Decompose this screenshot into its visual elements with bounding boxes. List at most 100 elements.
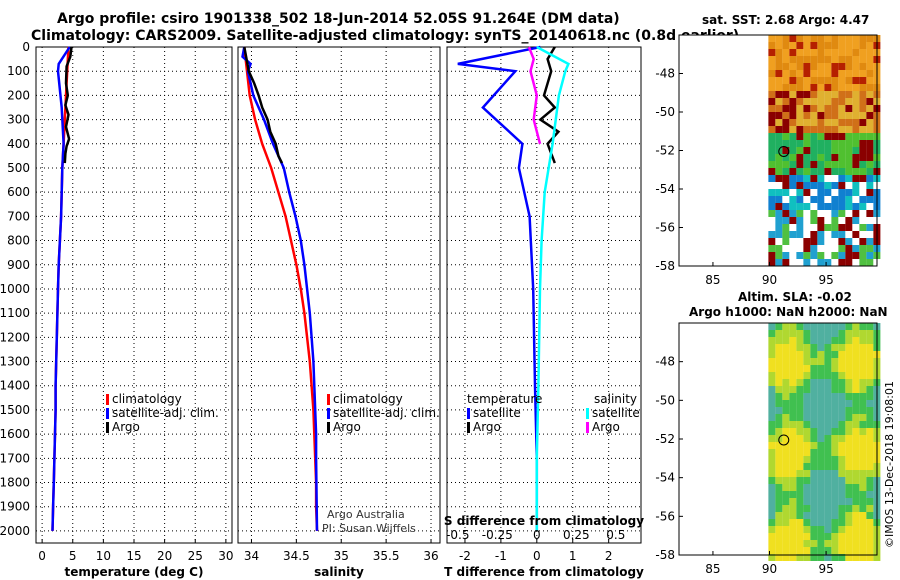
- map-cell: [775, 512, 783, 519]
- map-cell: [817, 393, 825, 400]
- map-cell: [803, 56, 811, 63]
- map-cell: [866, 140, 874, 147]
- map-cell: [838, 203, 846, 210]
- map-cell: [817, 519, 825, 526]
- legend-title-temperature: temperature: [467, 392, 543, 406]
- map-cell: [852, 323, 860, 330]
- map-cell: [866, 35, 874, 42]
- map-cell: [789, 133, 797, 140]
- x-tick-label: 35: [334, 549, 349, 563]
- map-cell: [775, 217, 783, 224]
- map-cell: [803, 400, 811, 407]
- map-cell: [845, 323, 853, 330]
- map-cell: [838, 119, 846, 126]
- map-y-tick-label: -58: [655, 259, 675, 273]
- map-cell: [782, 442, 790, 449]
- map-cell: [810, 477, 818, 484]
- map-cell: [782, 98, 790, 105]
- map-cell: [845, 140, 853, 147]
- panel-2: [237, 46, 441, 544]
- map-cell: [838, 470, 846, 477]
- series-line-salinity-argo: [527, 46, 542, 145]
- y-tick-label: 1400: [0, 379, 30, 393]
- map-cell: [824, 35, 832, 42]
- map-cell: [775, 63, 783, 70]
- series-line-satellite-adj-clim-: [51, 46, 71, 531]
- map-cell: [775, 154, 783, 161]
- map-cell: [768, 259, 776, 266]
- map-cell: [810, 63, 818, 70]
- map-cell: [782, 238, 790, 245]
- map-cell: [810, 175, 818, 182]
- map-cell: [768, 217, 776, 224]
- map-cell: [768, 533, 776, 540]
- map-cell: [845, 182, 853, 189]
- map-x-tick-label: 95: [818, 562, 833, 576]
- map-cell: [824, 140, 832, 147]
- map-cell: [796, 470, 804, 477]
- map-cell: [831, 175, 839, 182]
- map-cell: [768, 519, 776, 526]
- map-cell: [859, 161, 867, 168]
- map-cell: [810, 245, 818, 252]
- map-cell: [845, 547, 853, 554]
- map-cell: [803, 414, 811, 421]
- map-cell: [831, 442, 839, 449]
- map-cell: [831, 210, 839, 217]
- map-cell: [824, 393, 832, 400]
- map-cell: [775, 491, 783, 498]
- legend-panel3-salinity: salinity satellite Argo: [586, 392, 640, 434]
- map-cell: [803, 519, 811, 526]
- map-y-tick-label: -56: [655, 221, 675, 235]
- map-cell: [838, 386, 846, 393]
- map-cell: [852, 77, 860, 84]
- map-cell: [845, 533, 853, 540]
- map-cell: [866, 512, 874, 519]
- map-cell: [796, 182, 804, 189]
- map-cell: [796, 84, 804, 91]
- y-tick-label: 1300: [0, 355, 30, 369]
- map-cell: [810, 330, 818, 337]
- map-cell: [852, 210, 860, 217]
- y-tick-label: 400: [7, 137, 30, 151]
- map-cell: [782, 259, 790, 266]
- map-cell: [782, 512, 790, 519]
- map-cell: [789, 98, 797, 105]
- y-tick-label: 1100: [0, 306, 30, 320]
- map-cell: [803, 231, 811, 238]
- map-cell: [831, 512, 839, 519]
- map-cell: [803, 147, 811, 154]
- map-cell: [824, 133, 832, 140]
- map-cell: [831, 491, 839, 498]
- map-cell: [789, 63, 797, 70]
- map-cell: [852, 259, 860, 266]
- map-cell: [803, 210, 811, 217]
- map-cell: [789, 428, 797, 435]
- map-cell: [803, 42, 811, 49]
- map-cell: [824, 512, 832, 519]
- map-cell: [782, 414, 790, 421]
- map-cell: [768, 189, 776, 196]
- map-cell: [796, 98, 804, 105]
- map-cell: [852, 533, 860, 540]
- x-axis-label: T difference from climatology: [444, 565, 644, 579]
- map-cell: [810, 189, 818, 196]
- y-tick-label: 1800: [0, 476, 30, 490]
- map-cell: [775, 119, 783, 126]
- map-cell: [845, 119, 853, 126]
- map-cell: [810, 484, 818, 491]
- map-sla-title-line1: Altim. SLA: -0.02: [738, 290, 852, 304]
- map-cell: [810, 35, 818, 42]
- map-cell: [852, 505, 860, 512]
- map-cell: [852, 477, 860, 484]
- map-cell: [845, 428, 853, 435]
- map-cell: [831, 554, 839, 561]
- map-cell: [789, 168, 797, 175]
- map-cell: [768, 252, 776, 259]
- map-cell: [824, 456, 832, 463]
- map-cell: [831, 379, 839, 386]
- map-cell: [789, 379, 797, 386]
- map-cell: [768, 470, 776, 477]
- map-cell: [782, 379, 790, 386]
- map-cell: [852, 217, 860, 224]
